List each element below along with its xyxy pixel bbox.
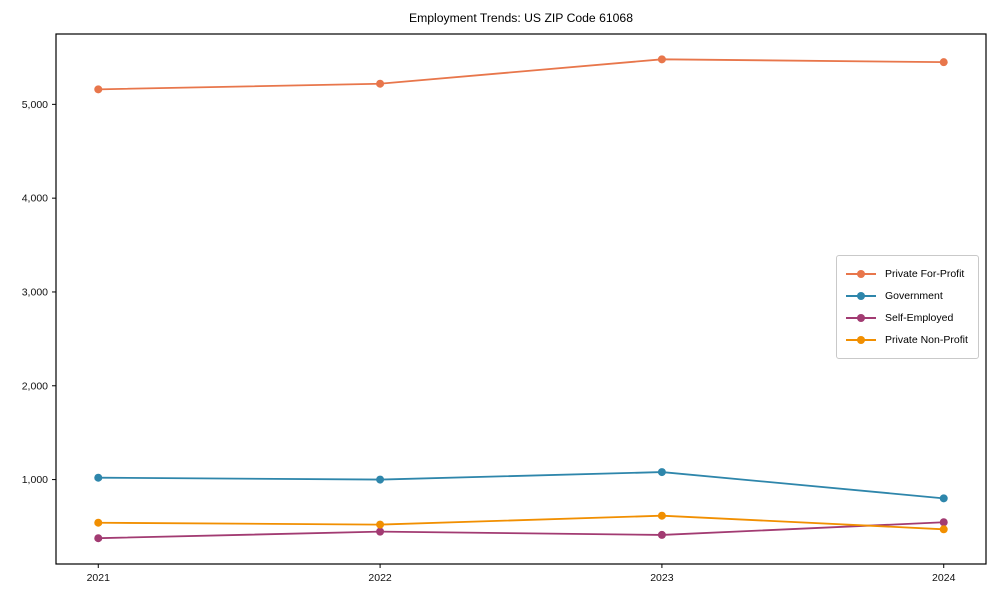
y-tick-label: 2,000 [22, 380, 48, 392]
data-point-marker [939, 525, 948, 534]
data-point-marker [376, 79, 385, 88]
legend-marker-icon [846, 314, 876, 322]
x-tick-label: 2022 [368, 572, 392, 584]
legend-label: Private For-Profit [885, 268, 965, 280]
data-point-marker [939, 518, 948, 527]
data-point-marker [657, 530, 666, 539]
legend-label: Government [885, 290, 943, 302]
data-point-marker [376, 527, 385, 536]
x-tick-label: 2021 [87, 572, 111, 584]
legend-marker-icon [846, 292, 876, 300]
data-point-marker [939, 58, 948, 67]
legend-item-private-for-profit: Private For-Profit [846, 263, 968, 285]
x-tick-label: 2023 [650, 572, 674, 584]
y-tick-label: 4,000 [22, 193, 48, 205]
legend-label: Private Non-Profit [885, 334, 968, 346]
data-point-marker [94, 534, 103, 543]
data-point-marker [94, 473, 103, 482]
legend-item-private-non-profit: Private Non-Profit [846, 329, 968, 351]
data-point-marker [657, 511, 666, 520]
data-point-marker [94, 85, 103, 94]
series-line [97, 58, 945, 91]
series-line [97, 514, 945, 531]
chart-legend: Private For-Profit Government Self-Emplo… [836, 255, 979, 359]
y-tick-label: 5,000 [22, 99, 48, 111]
series-line [97, 521, 945, 540]
series-line [97, 471, 945, 500]
data-point-marker [94, 518, 103, 527]
y-tick-label: 1,000 [22, 474, 48, 486]
legend-item-government: Government [846, 285, 968, 307]
data-point-marker [376, 520, 385, 529]
x-tick-label: 2024 [932, 572, 956, 584]
y-tick-label: 3,000 [22, 286, 48, 298]
data-point-marker [657, 468, 666, 477]
data-point-marker [376, 475, 385, 484]
chart-title: Employment Trends: US ZIP Code 61068 [408, 11, 633, 25]
legend-label: Self-Employed [885, 312, 954, 324]
data-point-marker [657, 55, 666, 64]
data-point-marker [939, 494, 948, 503]
legend-item-self-employed: Self-Employed [846, 307, 968, 329]
legend-marker-icon [846, 336, 876, 344]
legend-marker-icon [846, 270, 876, 278]
